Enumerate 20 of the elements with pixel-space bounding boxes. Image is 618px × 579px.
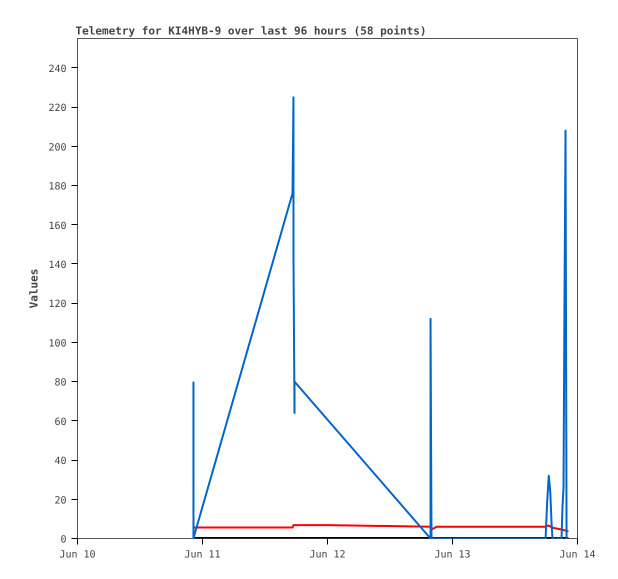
y-tick-label: 0: [60, 534, 67, 546]
x-tick-label: Jun 14: [559, 550, 596, 560]
y-tick-label: 120: [48, 299, 66, 310]
y-axis-title: Values: [27, 268, 40, 308]
y-tick-label: 200: [48, 142, 66, 154]
y-tick-label: 100: [48, 338, 66, 350]
chart-title: Telemetry for KI4HYB-9 over last 96 hours (58 points): [76, 24, 426, 38]
x-tick-label: Jun 12: [309, 550, 346, 560]
y-tick-label: 220: [48, 103, 66, 114]
y-tick-label: 40: [54, 456, 67, 468]
y-tick-label: 180: [48, 182, 66, 193]
x-tick-label: Jun 11: [184, 550, 221, 560]
x-tick-label: Jun 10: [59, 550, 96, 560]
y-tick-label: 240: [48, 64, 66, 75]
y-tick-label: 80: [54, 378, 67, 389]
y-tick-label: 60: [54, 416, 67, 428]
y-tick-label: 20: [54, 495, 67, 506]
y-tick-label: 140: [48, 260, 66, 271]
x-tick-label: Jun 13: [434, 550, 471, 560]
y-tick-label: 160: [48, 220, 66, 232]
